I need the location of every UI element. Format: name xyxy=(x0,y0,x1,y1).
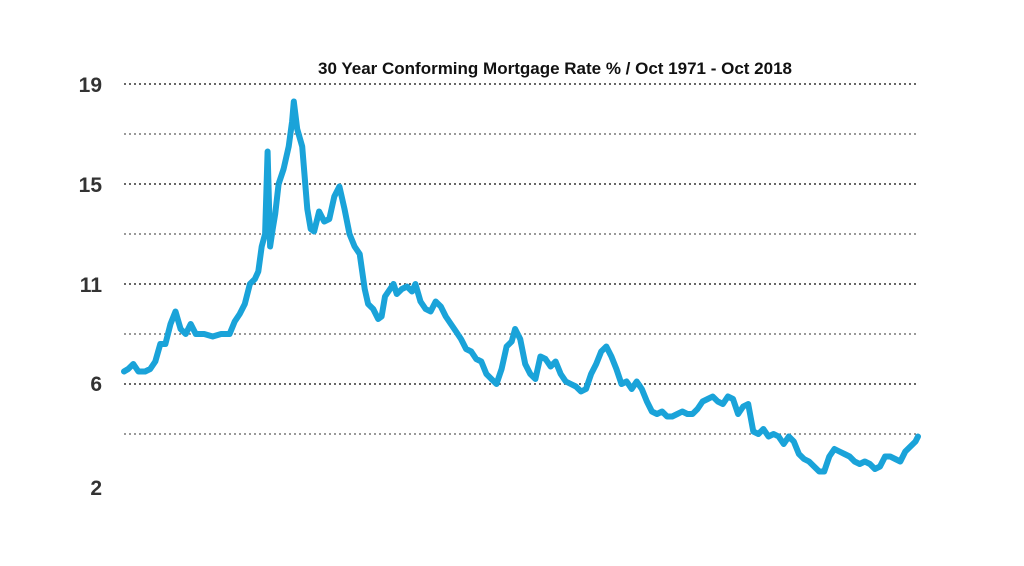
chart-title: 30 Year Conforming Mortgage Rate % / Oct… xyxy=(318,59,792,78)
gridlines xyxy=(124,83,918,435)
y-tick-label: 11 xyxy=(80,274,103,297)
y-tick-label: 2 xyxy=(90,477,102,500)
y-axis-tick-labels: 2 6 11 15 19 xyxy=(79,74,103,500)
series-group xyxy=(121,98,921,475)
y-tick-label: 15 xyxy=(79,174,103,197)
series-line xyxy=(121,98,921,475)
y-tick-label: 6 xyxy=(90,373,102,396)
y-tick-label: 19 xyxy=(79,74,102,97)
